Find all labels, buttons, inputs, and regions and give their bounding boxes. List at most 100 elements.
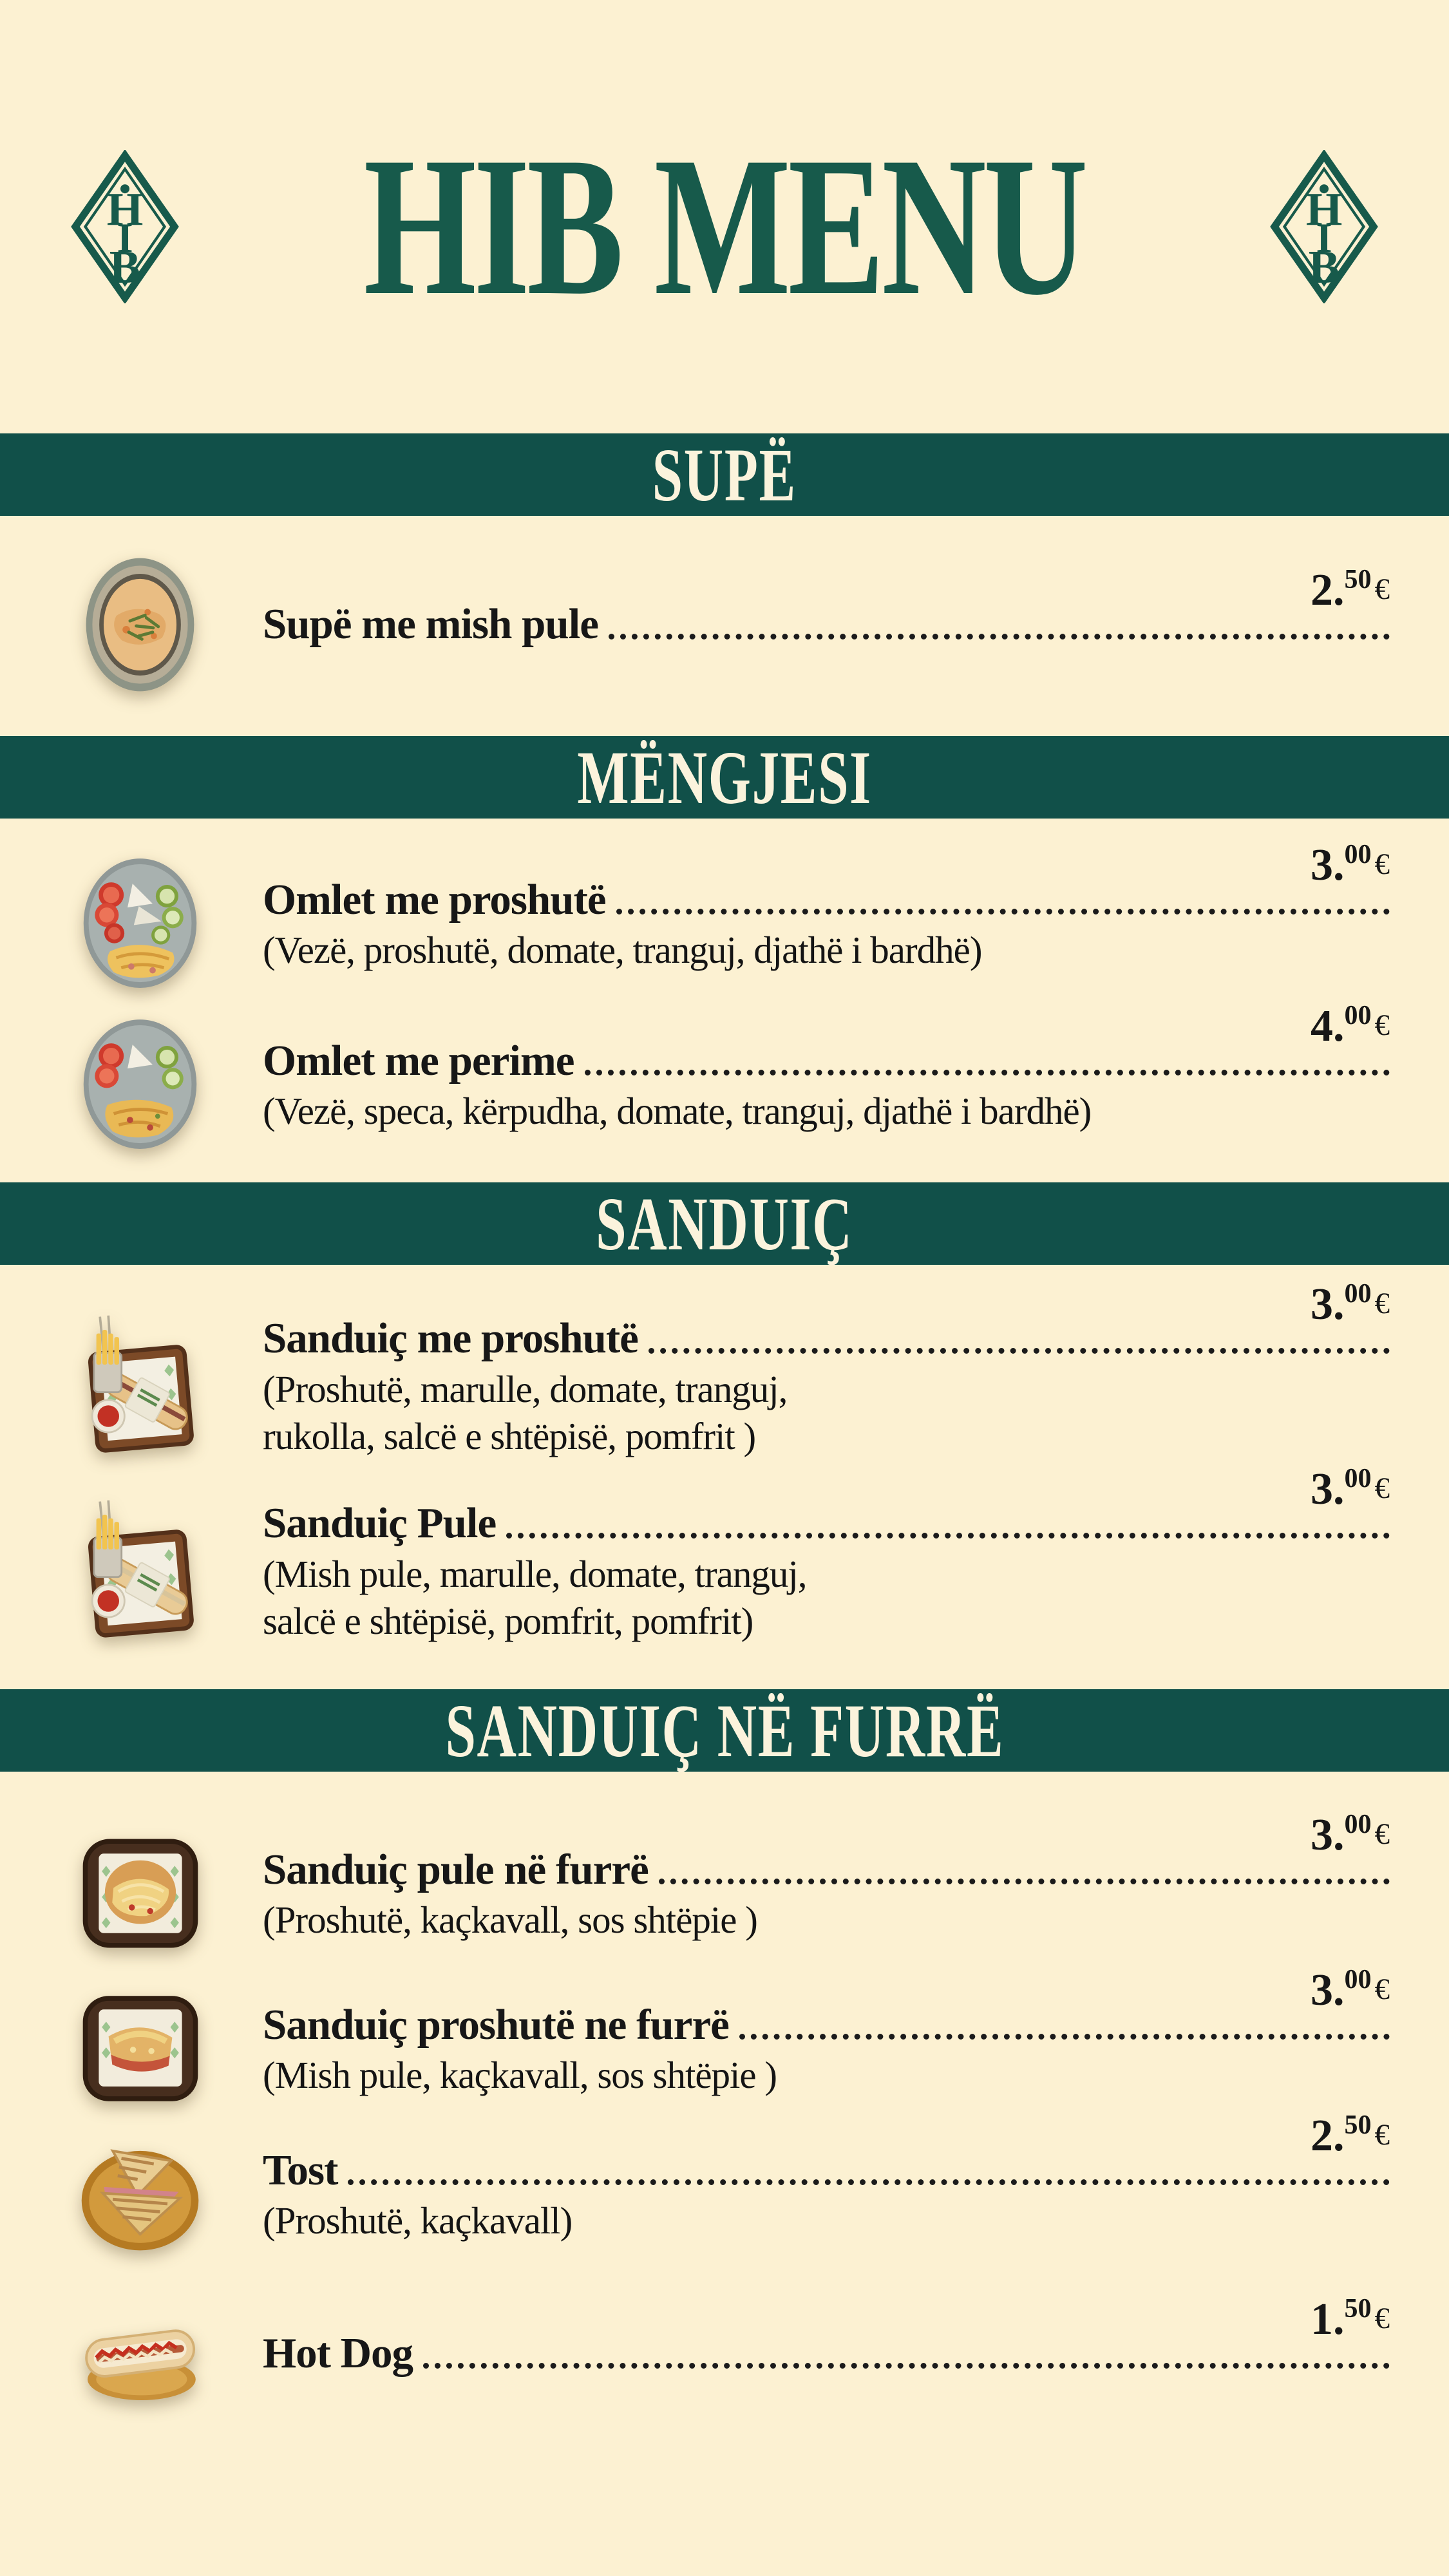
item-price: 3.00 € bbox=[1311, 840, 1390, 891]
hot-dog-photo bbox=[74, 2303, 206, 2405]
price-euros: 4. bbox=[1311, 1001, 1345, 1052]
item-description: (Vezë, speca, kërpudha, domate, tranguj,… bbox=[263, 1090, 1092, 1133]
tost-photo bbox=[74, 2133, 206, 2255]
item-price: 4.00 € bbox=[1311, 1001, 1390, 1052]
price-cents: 00 bbox=[1344, 840, 1372, 870]
item-price: 3.00 € bbox=[1311, 1464, 1390, 1515]
item-name: Omlet me proshutë bbox=[263, 875, 607, 923]
item-content: Sanduiç pule në furrë 3.00 € (Proshutë, k… bbox=[263, 1810, 1390, 1942]
item-price: 3.00 € bbox=[1311, 1810, 1390, 1861]
menu-item: Tost 2.50 € (Proshutë, kaçkavall) bbox=[0, 2110, 1449, 2255]
dotted-leader bbox=[658, 1879, 1390, 1885]
item-description: (Vezë, proshutë, domate, tranguj, djathë… bbox=[263, 929, 982, 972]
item-content: Omlet me perime 4.00 € (Vezë, speca, kërp… bbox=[263, 1001, 1390, 1133]
item-name: Omlet me perime bbox=[263, 1036, 575, 1084]
menu-item: Sanduiç me proshutë 3.00 € (Proshutë, mar… bbox=[0, 1279, 1449, 1461]
price-euros: 3. bbox=[1311, 840, 1345, 891]
item-description-line: rukolla, salcë e shtëpisë, pomfrit ) bbox=[263, 1414, 756, 1457]
item-content: Sanduiç proshutë ne furrë 3.00 € (Mish pu… bbox=[263, 1965, 1390, 2097]
hib-diamond-logo-left-icon: H I B bbox=[71, 149, 179, 303]
currency-symbol: € bbox=[1374, 1973, 1390, 2007]
logo-letter: B bbox=[109, 240, 141, 292]
sandwich-tray-photo bbox=[74, 1311, 206, 1461]
item-description: (Proshutë, kaçkavall, sos shtëpie ) bbox=[263, 1899, 758, 1942]
dotted-leader bbox=[616, 909, 1390, 915]
omelette-veggie-photo bbox=[74, 1017, 206, 1152]
section-banner: SUPË bbox=[0, 433, 1449, 516]
menu-title: HIB MENU bbox=[363, 116, 1088, 336]
logo-letter: B bbox=[1309, 240, 1340, 292]
logo-letter: I bbox=[117, 215, 133, 261]
price-cents: 00 bbox=[1344, 1001, 1372, 1031]
price-cents: 50 bbox=[1344, 2110, 1372, 2141]
price-cents: 50 bbox=[1344, 564, 1372, 594]
omelette-ham-photo bbox=[74, 856, 206, 991]
item-price: 3.00 € bbox=[1311, 1965, 1390, 2016]
logo-letter: I bbox=[1316, 215, 1332, 261]
item-description-line: (Mish pule, marulle, domate, tranguj, bbox=[263, 1552, 808, 1595]
currency-symbol: € bbox=[1374, 2118, 1390, 2152]
item-name: Hot Dog bbox=[263, 2329, 413, 2378]
dotted-leader bbox=[584, 1070, 1390, 1076]
section-title: SUPË bbox=[652, 432, 797, 517]
menu-item: Omlet me proshutë 3.00 € (Vezë, proshutë,… bbox=[0, 840, 1449, 991]
price-cents: 00 bbox=[1344, 1965, 1372, 1995]
baked-sandwich-photo bbox=[74, 1993, 206, 2104]
section-title: SANDUIÇ bbox=[596, 1181, 853, 1266]
section-banner: SANDUIÇ NË FURRË bbox=[0, 1689, 1449, 1772]
price-euros: 2. bbox=[1311, 2111, 1345, 2161]
item-name: Supë me mish pule bbox=[263, 600, 599, 649]
price-euros: 3. bbox=[1311, 1279, 1345, 1329]
item-price: 2.50 € bbox=[1311, 2110, 1390, 2162]
item-content: Sanduiç Pule 3.00 € (Mish pule, marulle, … bbox=[263, 1464, 1390, 1642]
item-content: Supë me mish pule 2.50 € bbox=[263, 565, 1390, 649]
item-description: (Proshutë, kaçkavall) bbox=[263, 2199, 573, 2242]
baked-sandwich-photo bbox=[74, 1835, 206, 1952]
price-euros: 3. bbox=[1311, 1464, 1345, 1514]
price-euros: 3. bbox=[1311, 1810, 1345, 1861]
section-banner: MËNGJESI bbox=[0, 735, 1449, 820]
price-cents: 00 bbox=[1344, 1810, 1372, 1840]
item-description: (Mish pule, kaçkavall, sos shtëpie ) bbox=[263, 2054, 777, 2097]
item-price: 2.50 € bbox=[1311, 565, 1390, 616]
sandwich-tray-photo bbox=[74, 1496, 206, 1645]
menu-item: Hot Dog 1.50 € bbox=[0, 2294, 1449, 2405]
item-name: Tost bbox=[263, 2146, 338, 2194]
currency-symbol: € bbox=[1374, 1286, 1390, 1320]
menu-item: Supë me mish pule 2.50 € bbox=[0, 554, 1449, 695]
dotted-leader bbox=[423, 2362, 1390, 2369]
price-cents: 50 bbox=[1344, 2293, 1372, 2324]
item-content: Tost 2.50 € (Proshutë, kaçkavall) bbox=[263, 2110, 1390, 2242]
item-price: 1.50 € bbox=[1311, 2294, 1390, 2345]
section-title: MËNGJESI bbox=[577, 735, 872, 820]
currency-symbol: € bbox=[1374, 572, 1390, 606]
menu-header: H I B HIB MENU H I B bbox=[0, 0, 1449, 433]
dotted-leader bbox=[506, 1532, 1390, 1539]
item-name: Sanduiç pule në furrë bbox=[263, 1845, 649, 1893]
section-sanduic: SANDUIÇ bbox=[0, 1182, 1449, 1645]
currency-symbol: € bbox=[1374, 1471, 1390, 1505]
item-description-line: salcë e shtëpisë, pomfrit, pomfrit) bbox=[263, 1599, 753, 1642]
item-content: Omlet me proshutë 3.00 € (Vezë, proshutë,… bbox=[263, 840, 1390, 972]
price-euros: 3. bbox=[1311, 1965, 1345, 2016]
currency-symbol: € bbox=[1374, 848, 1390, 882]
logo-letter: H bbox=[1306, 183, 1343, 235]
price-cents: 00 bbox=[1344, 1463, 1372, 1493]
dotted-leader bbox=[739, 2034, 1390, 2040]
soup-photo bbox=[74, 554, 206, 695]
dotted-leader bbox=[348, 2179, 1390, 2186]
currency-symbol: € bbox=[1374, 1009, 1390, 1043]
hib-diamond-logo-right-icon: H I B bbox=[1270, 149, 1378, 303]
dotted-leader bbox=[608, 633, 1390, 639]
item-description-line: (Proshutë, marulle, domate, tranguj, bbox=[263, 1367, 788, 1410]
currency-symbol: € bbox=[1374, 1817, 1390, 1852]
item-name: Sanduiç Pule bbox=[263, 1499, 497, 1548]
price-cents: 00 bbox=[1344, 1278, 1372, 1309]
price-euros: 1. bbox=[1311, 2294, 1345, 2344]
section-mengjesi: MËNGJESI bbox=[0, 735, 1449, 1152]
item-content: Hot Dog 1.50 € bbox=[263, 2294, 1390, 2378]
price-euros: 2. bbox=[1311, 565, 1345, 615]
menu-item: Omlet me perime 4.00 € (Vezë, speca, kërp… bbox=[0, 1001, 1449, 1152]
section-title: SANDUIÇ NË FURRË bbox=[445, 1688, 1004, 1773]
